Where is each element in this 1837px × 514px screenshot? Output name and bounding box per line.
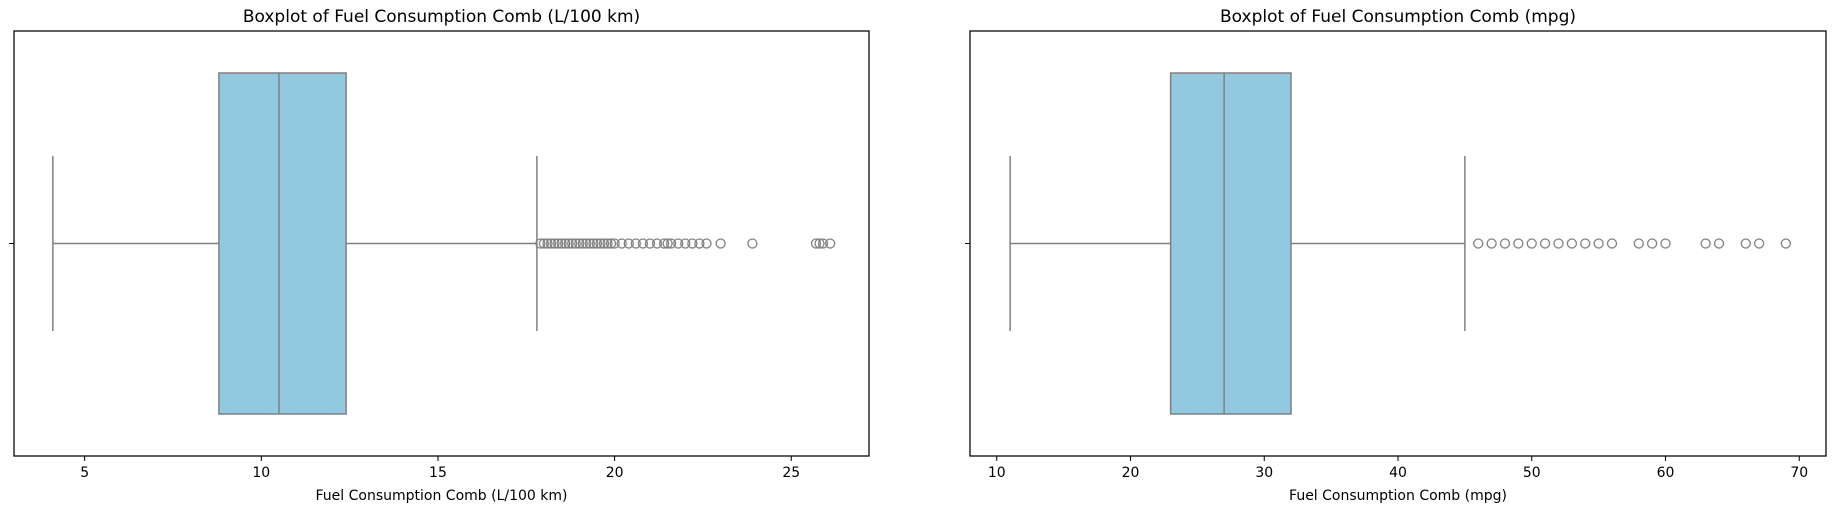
outlier-point: [542, 238, 553, 249]
outlier-point: [810, 238, 822, 249]
outlier-point: [673, 238, 684, 249]
x-tick-label: 20: [1122, 465, 1140, 481]
outlier-point: [563, 238, 574, 249]
outlier-point: [637, 238, 649, 249]
outlier-point: [824, 238, 836, 249]
outlier-point: [623, 238, 634, 249]
outlier-point: [1526, 238, 1537, 249]
outlier-point: [1740, 238, 1751, 249]
outlier-point: [535, 238, 546, 249]
outlier-point: [1606, 238, 1618, 249]
outlier-point: [577, 238, 588, 249]
outlier-point: [567, 238, 578, 249]
outlier-point: [1646, 238, 1658, 249]
outlier-point: [609, 238, 620, 249]
outlier-point: [1553, 238, 1564, 249]
x-tick-label: 40: [1389, 465, 1407, 481]
outlier-point: [1780, 238, 1792, 249]
outlier-point: [701, 238, 712, 249]
outlier-point: [556, 238, 567, 249]
outlier-point: [616, 238, 627, 249]
outlier-point: [747, 238, 758, 249]
outlier-point: [570, 238, 581, 249]
x-tick-label: 10: [988, 465, 1006, 481]
x-tick-label: 30: [1255, 465, 1273, 481]
iqr-box: [218, 72, 347, 415]
outlier-point: [605, 238, 617, 249]
outlier-point: [658, 238, 670, 249]
outlier-point: [1593, 238, 1604, 249]
outlier-point: [644, 238, 656, 249]
outlier-point: [549, 238, 560, 249]
outlier-point: [662, 238, 673, 249]
outlier-point: [817, 238, 829, 249]
outlier-point: [1580, 238, 1591, 249]
outlier-point: [560, 238, 571, 249]
chart-panel-2: Boxplot of Fuel Consumption Comb (mpg) 10…: [965, 7, 1827, 504]
x-tick-label: 10: [252, 465, 270, 481]
x-tick-label: 70: [1790, 465, 1808, 481]
outlier-point: [574, 238, 585, 249]
chart-panel-1: Boxplot of Fuel Consumption Comb (L/100 …: [9, 7, 870, 504]
x-tick-label: 60: [1657, 465, 1675, 481]
outlier-point: [651, 238, 663, 249]
x-axis-label: Fuel Consumption Comb (mpg): [1289, 488, 1507, 504]
x-tick-label: 50: [1523, 465, 1541, 481]
chart-title: Boxplot of Fuel Consumption Comb (L/100 …: [243, 7, 640, 27]
outlier-point: [680, 238, 691, 249]
outlier-point: [694, 238, 705, 249]
outlier-point: [1753, 238, 1765, 249]
outlier-point: [630, 238, 641, 249]
outlier-point: [591, 238, 603, 249]
outlier-point: [1539, 238, 1551, 249]
iqr-box: [1169, 72, 1292, 415]
x-tick-label: 15: [429, 465, 447, 481]
outlier-point: [814, 238, 825, 249]
outlier-point: [715, 238, 726, 249]
outlier-point: [1473, 238, 1484, 249]
outlier-point: [588, 238, 599, 249]
outlier-point: [598, 238, 610, 249]
outlier-point: [1499, 238, 1511, 249]
outlier-point: [602, 238, 613, 249]
outlier-point: [1713, 238, 1725, 249]
outlier-point: [584, 238, 596, 249]
outlier-point: [1513, 238, 1524, 249]
outlier-point: [538, 238, 550, 249]
x-axis-label: Fuel Consumption Comb (L/100 km): [316, 488, 568, 504]
outlier-point: [1700, 238, 1711, 249]
x-tick-label: 25: [782, 465, 800, 481]
outlier-point: [1486, 238, 1497, 249]
x-tick-label: 5: [80, 465, 89, 481]
outlier-point: [1633, 238, 1644, 249]
x-tick-label: 20: [606, 465, 624, 481]
outlier-point: [1566, 238, 1578, 249]
outlier-point: [1660, 238, 1671, 249]
outlier-point: [665, 238, 677, 249]
outlier-point: [595, 238, 606, 249]
outlier-point: [545, 238, 557, 249]
outlier-point: [687, 238, 698, 249]
chart-title: Boxplot of Fuel Consumption Comb (mpg): [1220, 7, 1576, 27]
outlier-point: [552, 238, 564, 249]
outlier-point: [581, 238, 592, 249]
